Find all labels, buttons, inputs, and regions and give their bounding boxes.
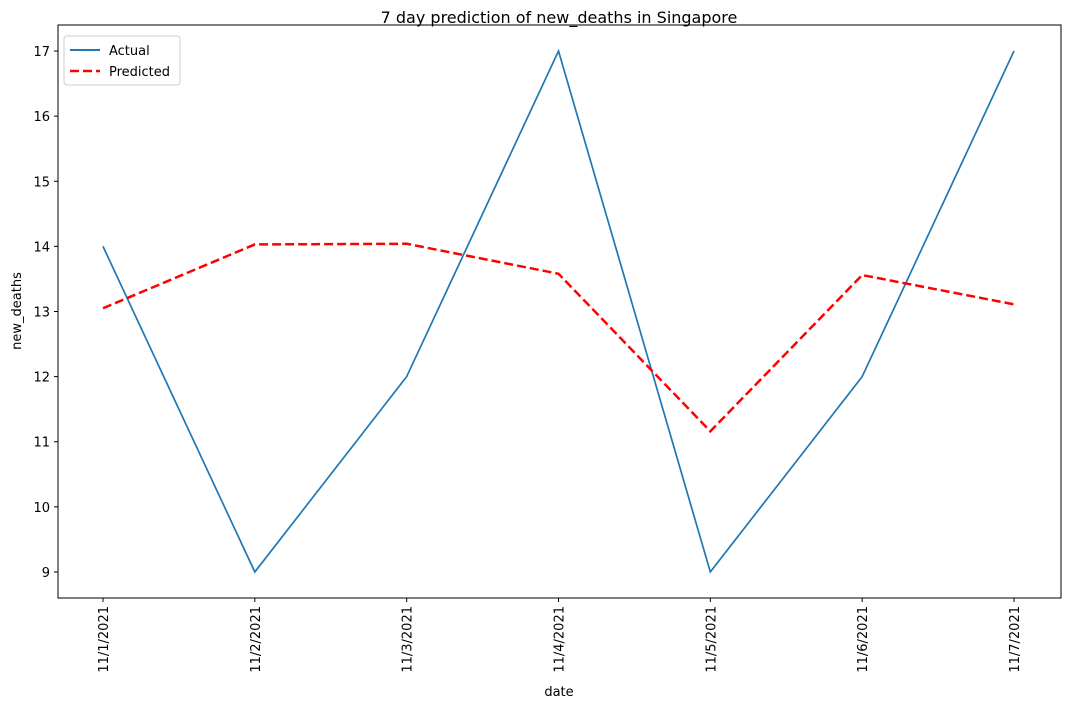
y-tick-label: 9 [42,566,50,581]
x-axis-title: date [544,685,573,700]
x-tick-label: 11/3/2021 [401,606,416,673]
plot-area [57,24,1062,599]
y-axis: 9 10 11 12 13 14 15 16 17 [33,45,58,581]
x-tick-label: 11/2/2021 [249,606,264,673]
chart-title: 7 day prediction of new_deaths in Singap… [381,8,738,28]
y-tick-label: 13 [33,306,50,321]
legend: Actual Predicted [63,35,181,86]
y-tick-label: 16 [33,110,50,125]
series-line-actual [102,48,1015,574]
y-tick-label: 15 [33,175,50,190]
x-tick-label: 11/6/2021 [856,606,871,673]
x-axis: 11/1/2021 11/2/2021 11/3/2021 11/4/2021 11/5… [97,598,1023,673]
x-tick-label: 11/7/2021 [1008,606,1023,673]
x-tick-label: 11/5/2021 [704,606,719,673]
legend-box [63,35,181,86]
y-tick-label: 11 [33,436,50,451]
series-line-predicted [102,242,1015,434]
series-layer [102,48,1015,574]
legend-label-predicted: Predicted [109,65,170,80]
y-tick-label: 14 [33,240,50,255]
x-tick-label: 11/4/2021 [553,606,568,673]
y-tick-label: 10 [33,501,50,516]
y-tick-label: 12 [33,371,50,386]
y-tick-label: 17 [33,45,50,60]
y-axis-title: new_deaths [10,272,25,350]
x-tick-label: 11/1/2021 [97,606,112,673]
legend-label-actual: Actual [109,44,150,59]
